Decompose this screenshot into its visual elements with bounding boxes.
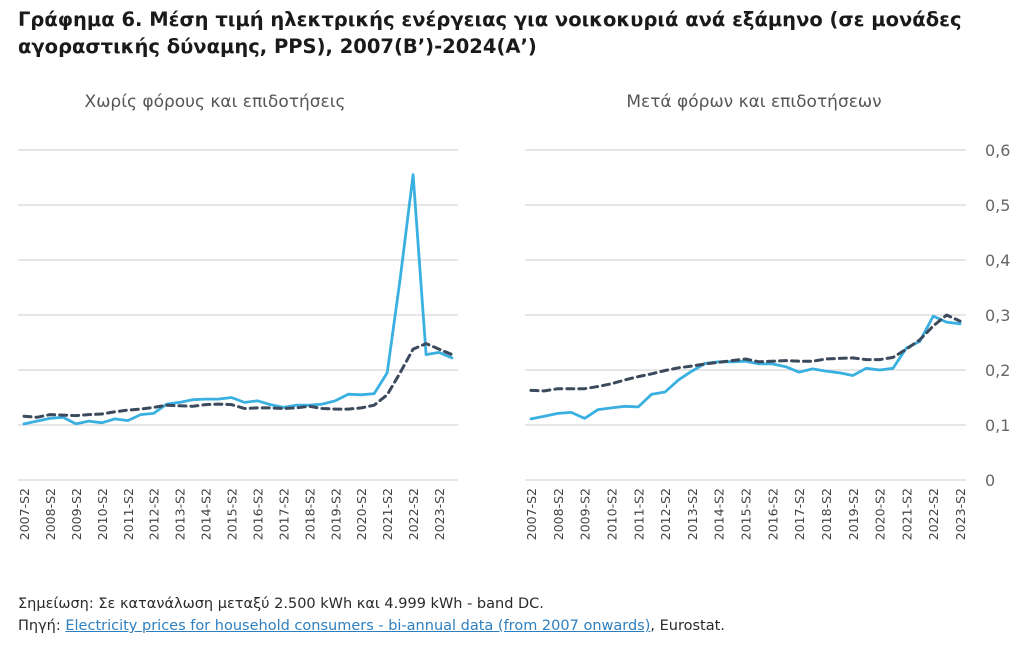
note-line: Σημείωση: Σε κατανάλωση μεταξύ 2.500 kWh… [18, 593, 725, 615]
y-tick-label: 0,1 [985, 416, 1010, 435]
series-line-solid [529, 314, 962, 421]
series-line-dashed [22, 342, 454, 419]
x-tick-label: 2007-S2 [524, 488, 539, 540]
y-tick-label: 0,2 [985, 361, 1010, 380]
series-line-solid [22, 173, 454, 426]
x-tick-label: 2015-S2 [739, 488, 754, 540]
source-link[interactable]: Electricity prices for household consume… [65, 618, 651, 634]
x-tick-label: 2022-S2 [406, 488, 421, 540]
source-line: Πηγή: Electricity prices for household c… [18, 615, 725, 637]
x-tick-label: 2023-S2 [432, 488, 447, 540]
x-tick-label: 2014-S2 [199, 488, 214, 540]
x-tick-label: 2023-S2 [953, 488, 968, 540]
x-tick-label: 2008-S2 [551, 488, 566, 540]
x-tick-label: 2017-S2 [276, 488, 291, 540]
x-tick-label: 2007-S2 [17, 488, 32, 540]
x-tick-label: 2012-S2 [147, 488, 162, 540]
y-tick-label: 0,3 [985, 306, 1010, 325]
x-tick-label: 2016-S2 [250, 488, 265, 540]
x-tick-label: 2013-S2 [173, 488, 188, 540]
y-tick-label: 0,5 [985, 196, 1010, 215]
y-tick-label: 0 [985, 471, 995, 490]
x-tick-label: 2009-S2 [69, 488, 84, 540]
x-tick-label: 2019-S2 [328, 488, 343, 540]
y-tick-label: 0,4 [985, 251, 1010, 270]
figure-title: Γράφημα 6. Μέση τιμή ηλεκτρικής ενέργεια… [18, 8, 962, 58]
x-tick-label: 2022-S2 [926, 488, 941, 540]
note-prefix: Σημείωση: [18, 596, 99, 612]
figure-notes: Σημείωση: Σε κατανάλωση μεταξύ 2.500 kWh… [18, 593, 725, 637]
panel-title: Μετά φόρων και επιδοτήσεων [626, 92, 881, 112]
x-tick-label: 2010-S2 [95, 488, 110, 540]
x-tick-label: 2011-S2 [121, 488, 136, 540]
x-tick-label: 2018-S2 [819, 488, 834, 540]
x-tick-label: 2009-S2 [578, 488, 593, 540]
x-tick-label: 2018-S2 [302, 488, 317, 540]
x-tick-label: 2019-S2 [846, 488, 861, 540]
x-tick-label: 2008-S2 [43, 488, 58, 540]
x-tick-label: 2017-S2 [792, 488, 807, 540]
x-tick-label: 2011-S2 [631, 488, 646, 540]
x-tick-label: 2013-S2 [685, 488, 700, 540]
y-tick-label: 0,6 [985, 141, 1010, 160]
x-tick-label: 2014-S2 [712, 488, 727, 540]
x-tick-label: 2020-S2 [354, 488, 369, 540]
note-text: Σε κατανάλωση μεταξύ 2.500 kWh και 4.999… [98, 596, 544, 612]
x-tick-label: 2020-S2 [873, 488, 888, 540]
panel-title: Χωρίς φόρους και επιδοτήσεις [85, 92, 346, 112]
x-tick-label: 2021-S2 [380, 488, 395, 540]
source-prefix: Πηγή: [18, 618, 66, 634]
x-tick-label: 2010-S2 [604, 488, 619, 540]
x-tick-label: 2016-S2 [765, 488, 780, 540]
series-line-dashed [529, 313, 962, 393]
source-suffix: , Eurostat. [650, 618, 725, 634]
x-tick-label: 2021-S2 [899, 488, 914, 540]
x-tick-label: 2015-S2 [225, 488, 240, 540]
x-tick-label: 2012-S2 [658, 488, 673, 540]
